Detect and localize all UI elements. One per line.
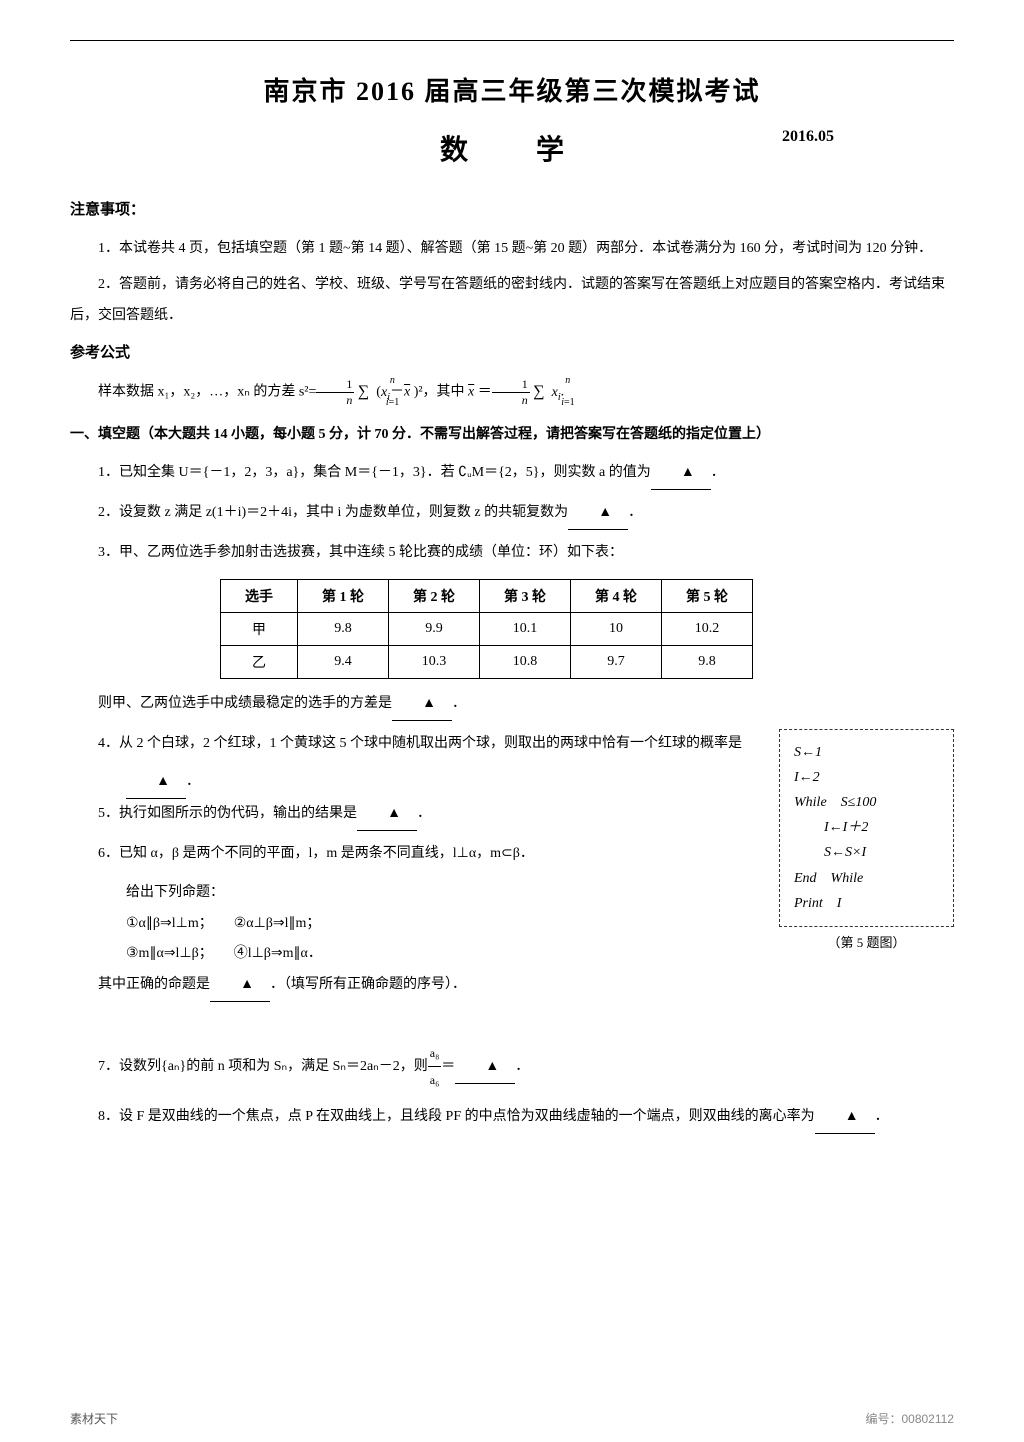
subject-label: 数 学 xyxy=(440,128,584,168)
pseudocode-box: S←1 I←2 While S≤100 I←I＋2 S←S×I End Whil… xyxy=(779,729,954,927)
notice-2: 2．答题前，请务必将自己的姓名、学校、班级、学号写在答题纸的密封线内．试题的答案… xyxy=(70,270,954,332)
q5-text: 5．执行如图所示的伪代码，输出的结果是 xyxy=(98,806,357,821)
pseudo-container: S←1 I←2 While S≤100 I←I＋2 S←S×I End Whil… xyxy=(769,729,954,951)
question-5: 5．执行如图所示的伪代码，输出的结果是 ▲ ． xyxy=(70,799,769,831)
question-8: 8．设 F 是双曲线的一个焦点，点 P 在双曲线上，且线段 PF 的中点恰为双曲… xyxy=(70,1102,954,1134)
section1-title: 一、填空题（本大题共 14 小题，每小题 5 分，计 70 分．不需写出解答过程… xyxy=(70,423,954,443)
q8-text: 8．设 F 是双曲线的一个焦点，点 P 在双曲线上，且线段 PF 的中点恰为双曲… xyxy=(98,1109,815,1124)
pseudo-line-3: While S≤100 xyxy=(794,790,939,815)
q7-eq: ＝ xyxy=(441,1059,455,1074)
table-header-row: 选手 第 1 轮 第 2 轮 第 3 轮 第 4 轮 第 5 轮 xyxy=(221,579,753,612)
q7-prefix: 7．设数列{aₙ}的前 n 项和为 Sₙ，满足 Sₙ＝2aₙ－2，则 xyxy=(98,1059,428,1074)
question-3-after: 则甲、乙两位选手中成绩最稳定的选手的方差是 ▲ ． xyxy=(70,689,954,721)
q456-left: 4．从 2 个白球，2 个红球，1 个黄球这 5 个球中随机取出两个球，则取出的… xyxy=(70,729,769,1010)
notice-title: 注意事项： xyxy=(70,198,954,219)
q3-blank: ▲ xyxy=(392,689,452,721)
q4-text: 4．从 2 个白球，2 个红球，1 个黄球这 5 个球中随机取出两个球，则取出的… xyxy=(98,736,742,751)
q8-blank: ▲ xyxy=(815,1102,875,1134)
table-row-jia: 甲 9.8 9.9 10.1 10 10.2 xyxy=(221,612,753,645)
formula-text: 样本数据 x₁，x₂，…，xₙ 的方差 s²=1n n∑i=1 (xi－x )²… xyxy=(70,377,954,408)
question-1: 1．已知全集 U＝{－1，2，3，a}，集合 M＝{－1，3}．若 ∁ᵤM＝{2… xyxy=(70,458,954,490)
frac-1n2: 1n xyxy=(492,377,530,408)
question-6: 6．已知 α，β 是两个不同的平面，l，m 是两条不同直线，l⊥α，m⊂β． xyxy=(70,839,769,870)
q4-blank-line: ▲ ． xyxy=(70,767,769,799)
table-row-yi: 乙 9.4 10.3 10.8 9.7 9.8 xyxy=(221,645,753,678)
footer-right: 编号：00802112 xyxy=(865,1410,954,1427)
spacer xyxy=(70,1010,954,1040)
q2-blank: ▲ xyxy=(568,498,628,530)
q6-sub3: ③m∥α⇒l⊥β； ④l⊥β⇒m∥α． xyxy=(70,939,769,970)
q6-sub4: 其中正确的命题是 ▲ ．（填写所有正确命题的序号）． xyxy=(70,970,769,1002)
exam-date: 2016.05 xyxy=(782,128,834,146)
question-4: 4．从 2 个白球，2 个红球，1 个黄球这 5 个球中随机取出两个球，则取出的… xyxy=(70,729,769,760)
q1-blank: ▲ xyxy=(651,458,711,490)
q6-result-prefix: 其中正确的命题是 xyxy=(98,977,210,992)
page-footer: 素材天下 编号：00802112 xyxy=(70,1410,954,1427)
q5-blank: ▲ xyxy=(357,799,417,831)
th-player: 选手 xyxy=(221,579,298,612)
formula-prefix: 样本数据 x₁，x₂，…，xₙ 的方差 s²= xyxy=(98,385,316,400)
score-table: 选手 第 1 轮 第 2 轮 第 3 轮 第 4 轮 第 5 轮 甲 9.8 9… xyxy=(220,579,753,679)
th-r3: 第 3 轮 xyxy=(480,579,571,612)
q456-row: 4．从 2 个白球，2 个红球，1 个黄球这 5 个球中随机取出两个球，则取出的… xyxy=(70,729,954,1010)
exam-title: 南京市 2016 届高三年级第三次模拟考试 xyxy=(70,71,954,108)
q2-text: 2．设复数 z 满足 z(1＋i)＝2＋4i，其中 i 为虚数单位，则复数 z … xyxy=(98,505,568,520)
th-r1: 第 1 轮 xyxy=(298,579,389,612)
pseudo-line-6: End While xyxy=(794,866,939,891)
q7-frac: a₈a₆ xyxy=(428,1040,442,1094)
q3-after-text: 则甲、乙两位选手中成绩最稳定的选手的方差是 xyxy=(98,696,392,711)
exam-page: 南京市 2016 届高三年级第三次模拟考试 数 学 2016.05 注意事项： … xyxy=(0,0,1024,1442)
footer-left: 素材天下 xyxy=(70,1410,118,1427)
th-r4: 第 4 轮 xyxy=(571,579,662,612)
notice-1: 1．本试卷共 4 页，包括填空题（第 1 题~第 14 题）、解答题（第 15 … xyxy=(70,234,954,265)
pseudo-caption: （第 5 题图） xyxy=(779,932,954,951)
pseudo-line-1: S←1 xyxy=(794,740,939,765)
q6-result-suffix: ．（填写所有正确命题的序号）． xyxy=(270,977,466,992)
q6-sub2: ①α∥β⇒l⊥m； ②α⊥β⇒l∥m； xyxy=(70,909,769,940)
q7-blank: ▲ xyxy=(455,1052,515,1084)
q4-blank: ▲ xyxy=(126,767,186,799)
top-divider xyxy=(70,40,954,41)
frac-1n: 1n xyxy=(316,377,354,408)
formula-middle: ，其中 xyxy=(423,385,465,400)
pseudo-line-2: I←2 xyxy=(794,765,939,790)
subject-row: 数 学 2016.05 xyxy=(70,128,954,168)
question-2: 2．设复数 z 满足 z(1＋i)＝2＋4i，其中 i 为虚数单位，则复数 z … xyxy=(70,498,954,530)
formula-title: 参考公式 xyxy=(70,341,954,362)
q1-text: 1．已知全集 U＝{－1，2，3，a}，集合 M＝{－1，3}．若 ∁ᵤM＝{2… xyxy=(98,465,651,480)
th-r5: 第 5 轮 xyxy=(662,579,753,612)
th-r2: 第 2 轮 xyxy=(389,579,480,612)
pseudo-line-7: Print I xyxy=(794,891,939,916)
q6-blank: ▲ xyxy=(210,970,270,1002)
question-3: 3．甲、乙两位选手参加射击选拔赛，其中连续 5 轮比赛的成绩（单位：环）如下表： xyxy=(70,538,954,569)
pseudo-line-5: S←S×I xyxy=(794,840,939,865)
question-7: 7．设数列{aₙ}的前 n 项和为 Sₙ，满足 Sₙ＝2aₙ－2，则a₈a₆＝ … xyxy=(70,1040,954,1094)
q6-sub1: 给出下列命题： xyxy=(70,878,769,909)
pseudo-line-4: I←I＋2 xyxy=(794,815,939,840)
